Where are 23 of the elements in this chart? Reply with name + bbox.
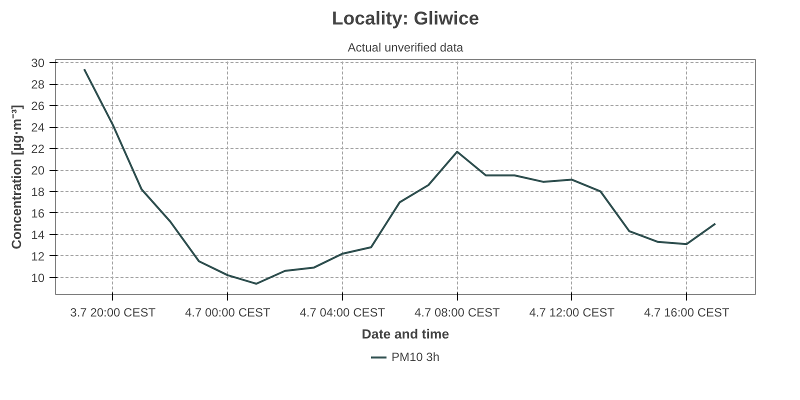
x-tick-label: 4.7 00:00 CEST	[184, 306, 271, 320]
y-tick-label: 10	[31, 270, 45, 285]
y-tick-label: 14	[31, 228, 45, 242]
y-tick-label: 28	[31, 78, 45, 92]
line-series	[83, 68, 716, 285]
y-tick-label: 30	[31, 56, 45, 70]
x-tick-label: 3.7 20:00 CEST	[70, 306, 156, 320]
x-tick-label: 4.7 16:00 CEST	[644, 306, 730, 320]
y-tick-label: 24	[31, 120, 45, 135]
x-axis-title: Date and time	[362, 326, 450, 342]
chart-subtitle: Actual unverified data	[348, 40, 464, 54]
legend-label: PM10 3h	[391, 350, 440, 364]
x-tick-label: 4.7 12:00 CEST	[529, 306, 616, 320]
chart-title: Locality: Gliwice	[332, 8, 480, 28]
y-tick-label: 18	[31, 184, 45, 199]
y-tick-label: 20	[31, 164, 45, 178]
x-tick-label: 4.7 08:00 CEST	[414, 306, 500, 320]
y-axis-title: Concentration [µg·m⁻³]	[9, 104, 24, 250]
y-tick-label: 26	[31, 99, 45, 114]
y-tick-label: 12	[31, 249, 45, 264]
y-tick-label: 16	[31, 206, 45, 220]
y-tick-label: 22	[31, 142, 45, 156]
x-tick-label: 4.7 04:00 CEST	[300, 306, 386, 320]
